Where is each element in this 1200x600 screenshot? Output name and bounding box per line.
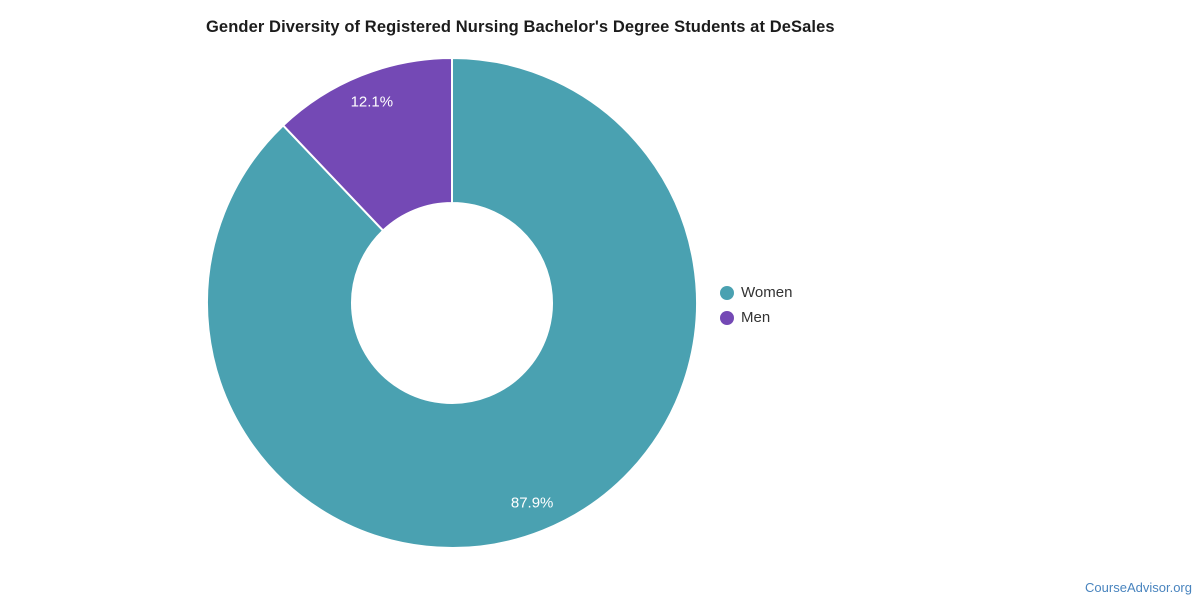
pie-slice-women[interactable] [206,57,698,549]
legend-item-women[interactable]: Women [720,280,792,305]
legend-label-women: Women [741,284,793,301]
watermark-courseadvisor[interactable]: CourseAdvisor.org [1085,580,1192,595]
slice-label-women: 87.9% [511,495,554,512]
legend-item-men[interactable]: Men [720,305,792,330]
legend-swatch-women-icon [720,285,734,300]
pie-slice-men[interactable] [282,57,453,232]
chart-title: Gender Diversity of Registered Nursing B… [206,18,835,36]
legend-label-men: Men [741,309,771,326]
legend-swatch-men-icon [720,310,734,325]
slice-label-men: 12.1% [351,93,394,110]
legend: Women Men [720,280,792,330]
